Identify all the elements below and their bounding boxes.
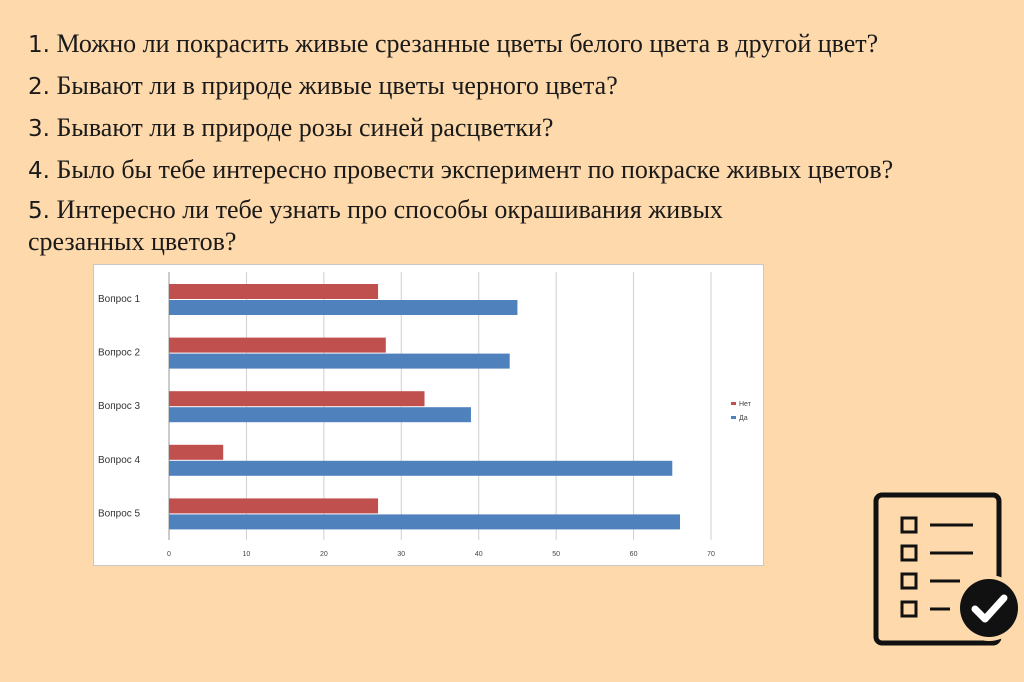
bar-da xyxy=(169,300,518,315)
bar-net xyxy=(169,444,224,460)
legend-label: Да xyxy=(739,415,748,422)
bar-da xyxy=(169,460,673,476)
question-5: 5. Интересно ли тебе узнать про способы … xyxy=(28,196,723,225)
question-4: 4. Было бы тебе интересно провести экспе… xyxy=(28,156,893,185)
category-label: Вопрос 4 xyxy=(98,455,141,466)
x-tick-label: 70 xyxy=(707,551,715,558)
question-text-continued: срезанных цветов? xyxy=(28,227,237,256)
question-text: Можно ли покрасить живые срезанные цветы… xyxy=(49,29,879,58)
x-tick-label: 20 xyxy=(320,551,328,558)
question-5-continued: срезанных цветов? xyxy=(28,228,236,256)
category-label: Вопрос 1 xyxy=(98,294,141,305)
category-label: Вопрос 3 xyxy=(98,401,141,412)
x-tick-label: 60 xyxy=(630,551,638,558)
question-text: Интересно ли тебе узнать про способы окр… xyxy=(49,195,723,224)
legend-swatch xyxy=(731,402,736,405)
question-number: 1. xyxy=(28,32,50,58)
bar-net xyxy=(169,391,425,407)
category-label: Вопрос 2 xyxy=(98,348,141,359)
bar-da xyxy=(169,407,471,423)
question-number: 2. xyxy=(28,74,50,100)
question-text: Бывают ли в природе живые цветы черного … xyxy=(49,71,618,100)
x-tick-label: 40 xyxy=(475,551,483,558)
x-tick-label: 0 xyxy=(167,551,171,558)
x-tick-label: 50 xyxy=(552,551,560,558)
question-3: 3. Бывают ли в природе розы синей расцве… xyxy=(28,114,553,143)
bar-chart-svg: 0 10 20 30 40 50 60 70 Вопрос 1 Вопрос 2 Вопрос 3 В… xyxy=(98,272,752,558)
legend-label: Нет xyxy=(739,401,752,408)
question-1: 1. Можно ли покрасить живые срезанные цв… xyxy=(28,30,878,59)
bar-net xyxy=(169,284,379,299)
question-text: Было бы тебе интересно провести эксперим… xyxy=(49,155,894,184)
category-label: Вопрос 5 xyxy=(98,508,141,519)
question-number: 3. xyxy=(28,116,50,142)
survey-chart: 0 10 20 30 40 50 60 70 Вопрос 1 Вопрос 2 Вопрос 3 В… xyxy=(93,264,764,566)
x-tick-label: 30 xyxy=(397,551,405,558)
bar-net xyxy=(169,337,386,353)
x-tick-label: 10 xyxy=(243,551,251,558)
question-2: 2. Бывают ли в природе живые цветы черно… xyxy=(28,72,618,101)
bar-net xyxy=(169,498,379,514)
question-text: Бывают ли в природе розы синей расцветки… xyxy=(49,113,554,142)
bar-da xyxy=(169,353,510,369)
question-number: 5. xyxy=(28,198,50,224)
legend-swatch xyxy=(731,416,736,419)
question-number: 4. xyxy=(28,158,50,184)
checklist-icon xyxy=(873,492,1022,646)
bar-da xyxy=(169,514,681,530)
